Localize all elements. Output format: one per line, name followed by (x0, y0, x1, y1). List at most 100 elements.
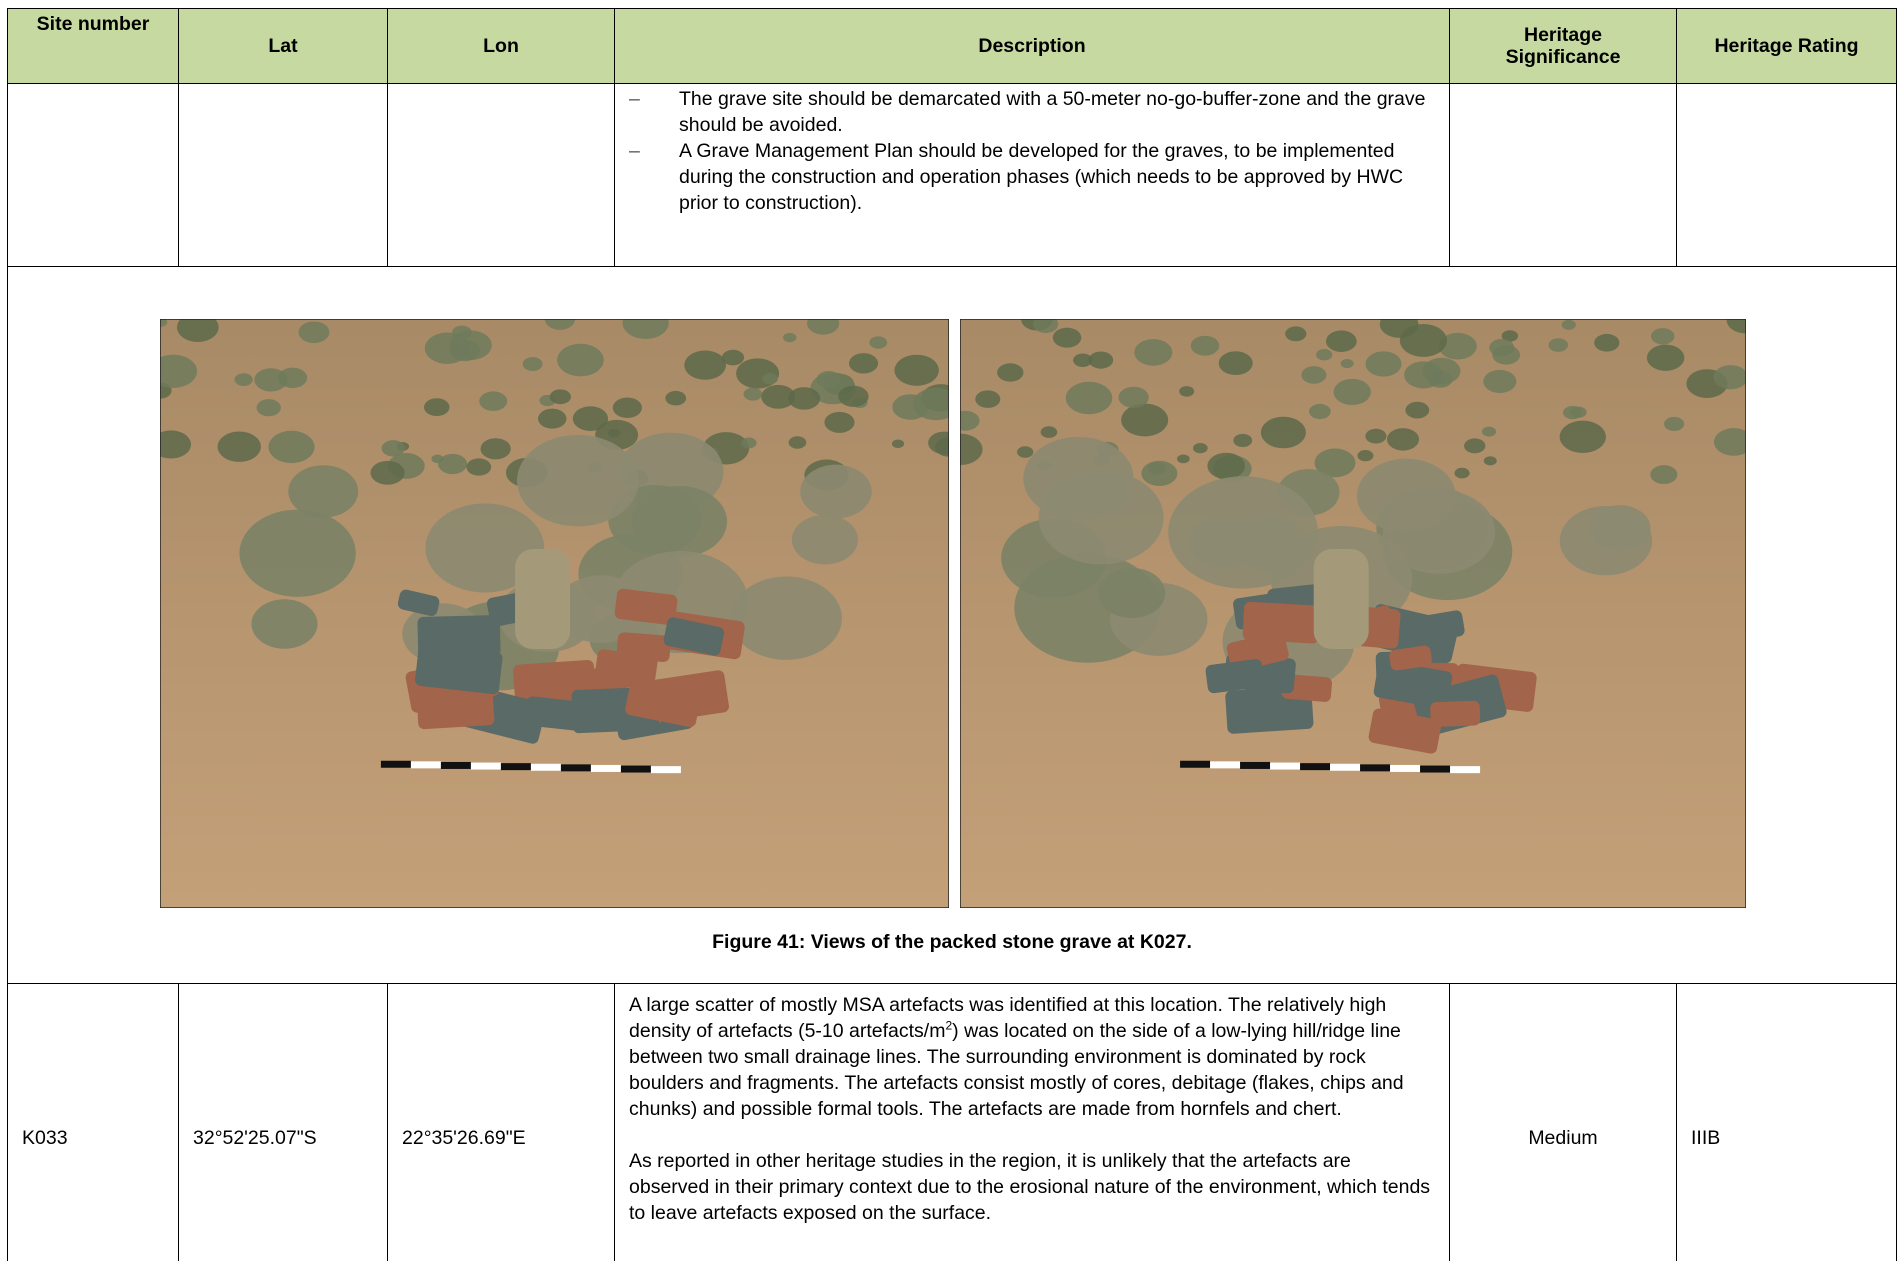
shrub (234, 373, 253, 387)
figure (160, 319, 1746, 908)
cell: K033 (7, 983, 179, 1261)
cell (7, 83, 179, 267)
shrub (1040, 426, 1058, 438)
shrub (891, 439, 905, 449)
shrub (788, 387, 821, 410)
scale-bar (590, 764, 621, 772)
shrub (1726, 319, 1746, 334)
heritage-table: Site number Lat Lon Description Heritage… (7, 8, 1897, 1261)
shrub (1309, 403, 1331, 420)
bush (791, 514, 858, 565)
bush (730, 576, 842, 660)
bush (1038, 470, 1164, 565)
photo (960, 319, 1746, 908)
shrub (1651, 328, 1675, 345)
shrub (612, 397, 642, 418)
cell (1676, 83, 1897, 267)
row: K033 32°52'25.07"S 22°35'26.69"E A large… (7, 983, 1897, 1261)
shrub (1483, 369, 1517, 394)
text: A large scatter of mostly MSA artefacts … (629, 994, 1387, 1042)
scale-bar (1330, 763, 1361, 771)
shrub (1594, 333, 1620, 352)
shrub (1379, 319, 1419, 338)
bush (800, 464, 872, 519)
cell: A large scatter of mostly MSA artefacts … (614, 983, 1450, 1261)
header-cell: Site number (7, 8, 179, 84)
scale-bar (650, 766, 681, 774)
shrub (466, 458, 492, 476)
shrub (1207, 452, 1245, 480)
shrub (423, 398, 450, 417)
stone (614, 588, 678, 625)
cell (1449, 83, 1677, 267)
scale-bar (1210, 761, 1241, 769)
bullet-text: The grave site should be demarcated with… (679, 88, 1426, 136)
bullet-marker: – (629, 88, 640, 110)
stone (397, 589, 440, 616)
shrub (479, 391, 508, 411)
stone (1368, 708, 1442, 754)
shrub (278, 367, 308, 389)
scale-bar (500, 763, 531, 771)
shrub (1316, 349, 1333, 361)
shrub (1404, 361, 1443, 389)
figure-caption: Figure 41: Views of the packed stone gra… (712, 931, 1192, 953)
shrub (997, 363, 1024, 382)
shrub (572, 406, 609, 431)
cell (178, 83, 388, 267)
bush (288, 465, 359, 518)
shrub (1570, 406, 1587, 418)
text: ) was located on the side of a low-lying… (629, 1020, 1404, 1120)
shrub (438, 453, 468, 475)
shrub (1559, 420, 1606, 454)
header-cell: Heritage Significance (1449, 8, 1677, 84)
scale-bar (1180, 760, 1211, 768)
shrub (1179, 386, 1195, 397)
shrub (783, 332, 797, 343)
stone (1242, 601, 1321, 644)
shrub (1073, 353, 1093, 367)
stone (415, 643, 503, 695)
stone (594, 649, 658, 687)
shrub (480, 438, 511, 460)
shrub (1233, 433, 1253, 448)
bush (1356, 458, 1456, 533)
shrub (1333, 378, 1371, 406)
shrub (1664, 416, 1685, 432)
scale-bar (1240, 761, 1271, 769)
stone (1389, 645, 1432, 671)
row: – The grave site should be demarcated wit… (7, 83, 1897, 267)
shrub (1646, 344, 1685, 371)
shrub (788, 436, 807, 449)
bullet: – The grave site should be demarcated wit… (629, 86, 1435, 138)
shrub (549, 389, 572, 405)
shrub (176, 319, 219, 342)
cell: IIIB (1676, 983, 1897, 1261)
figure-cell: Figure 41: Views of the packed stone gra… (7, 266, 1897, 984)
cell: Medium (1449, 983, 1677, 1261)
shrub (1193, 443, 1208, 454)
shrub (1148, 462, 1166, 475)
scale-bar (1360, 764, 1391, 772)
shrub (256, 399, 281, 417)
shrub (1260, 416, 1306, 449)
shrub (1301, 366, 1327, 384)
shrub (522, 357, 543, 372)
shrub (160, 319, 168, 327)
shrub (537, 408, 567, 429)
stone (1205, 659, 1265, 694)
shrub (1481, 426, 1497, 437)
scale-bar (560, 764, 591, 772)
bush (1559, 505, 1653, 576)
paragraph: As reported in other heritage studies in… (629, 1148, 1435, 1226)
bullet-list: – The grave site should be demarcated wit… (629, 84, 1435, 216)
header-cell: Heritage Rating (1676, 8, 1897, 84)
shrub (960, 410, 980, 431)
shrub (838, 385, 869, 407)
shrub (743, 387, 763, 401)
cell: 32°52'25.07"S (178, 983, 388, 1261)
scale-bar (440, 761, 471, 769)
stone (1373, 660, 1453, 709)
scale-bar (1390, 764, 1421, 772)
